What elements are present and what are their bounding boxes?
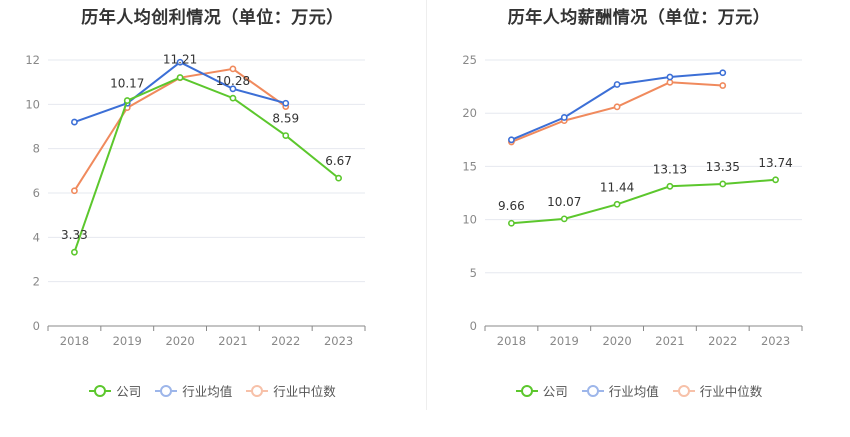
data-label: 11.44 xyxy=(600,180,634,194)
chart-title: 历年人均创利情况（单位：万元） xyxy=(81,8,344,28)
series-line-company xyxy=(511,178,776,225)
data-point-industry_avg xyxy=(229,85,237,93)
salary-per-capita-chart: 历年人均薪酬情况（单位：万元） 0 5 10 15 20 25 2018 2019 2020 20… xyxy=(428,0,850,437)
y-tick-label: 5 xyxy=(470,266,477,280)
legend-swatch-company xyxy=(89,384,112,397)
legend-label: 行业中位数 xyxy=(699,384,763,399)
y-tick-label: 15 xyxy=(462,159,477,173)
x-tick-label: 2021 xyxy=(218,334,247,348)
data-point-industry_avg xyxy=(719,69,727,77)
data-point-industry_median xyxy=(71,187,78,195)
y-tick-label: 6 xyxy=(33,186,40,200)
y-tick-label: 10 xyxy=(462,213,477,227)
x-tick-label: 2022 xyxy=(708,334,737,348)
data-point-company xyxy=(282,132,290,139)
data-label: 9.66 xyxy=(498,199,525,213)
series-line-company xyxy=(73,76,340,253)
legend-item-company[interactable]: 公司 xyxy=(515,381,568,400)
data-point-company xyxy=(719,180,727,188)
y-tick-label: 4 xyxy=(33,230,40,244)
profit-per-capita-chart: 历年人均创利情况（单位：万元） 0 2 4 6 8 10 12 2018 2019 2020 202… xyxy=(0,8,425,400)
data-label: 13.13 xyxy=(653,162,687,176)
x-tick-label: 2020 xyxy=(602,334,631,348)
panel-divider xyxy=(426,0,427,410)
legend-item-company[interactable]: 公司 xyxy=(89,381,141,400)
legend-item-industry-median[interactable]: 行业中位数 xyxy=(246,381,336,400)
data-point-company xyxy=(71,248,78,256)
legend-swatch-industry-avg xyxy=(581,384,604,397)
data-label: 8.59 xyxy=(272,112,299,126)
legend-swatch-industry-median xyxy=(246,384,269,397)
chart-plot: 0 5 10 15 20 25 2018 2019 2020 2021 2022 2023 9.66 10… xyxy=(462,53,803,348)
x-tick-label: 2020 xyxy=(165,334,194,348)
data-point-company xyxy=(666,182,674,190)
legend-swatch-industry-avg xyxy=(155,384,178,397)
data-label: 13.74 xyxy=(758,156,792,170)
x-tick-label: 2023 xyxy=(324,334,353,348)
x-tick-label: 2019 xyxy=(113,334,142,348)
y-tick-label: 0 xyxy=(470,319,477,333)
legend-label: 行业均值 xyxy=(608,384,659,399)
x-tick-label: 2018 xyxy=(60,334,89,348)
series-line-industry_median xyxy=(511,81,723,143)
data-label: 6.67 xyxy=(325,154,352,168)
legend-label: 行业均值 xyxy=(182,384,233,399)
legend-label: 公司 xyxy=(116,384,142,399)
chart-title: 历年人均薪酬情况（单位：万元） xyxy=(507,8,771,28)
data-point-industry_avg xyxy=(282,99,290,107)
data-point-industry_avg xyxy=(508,136,515,144)
data-point-industry_median xyxy=(666,78,674,86)
x-tick-label: 2021 xyxy=(655,334,684,348)
data-point-industry_median xyxy=(613,103,621,111)
y-tick-label: 0 xyxy=(33,319,40,333)
y-tick-label: 10 xyxy=(25,97,40,111)
y-tick-label: 12 xyxy=(25,53,40,67)
data-point-industry_median xyxy=(229,65,237,73)
y-tick-label: 8 xyxy=(33,142,40,156)
x-tick-label: 2019 xyxy=(550,334,579,348)
legend-item-industry-median[interactable]: 行业中位数 xyxy=(672,381,763,400)
data-point-company xyxy=(176,74,184,81)
legend-swatch-company xyxy=(515,384,538,397)
data-label: 10.28 xyxy=(216,74,250,88)
data-point-industry_avg xyxy=(176,58,184,66)
chart-legend: 公司 行业均值 行业中位数 xyxy=(428,381,850,400)
data-point-company xyxy=(508,219,515,227)
legend-item-industry-avg[interactable]: 行业均值 xyxy=(155,381,232,400)
data-point-company xyxy=(772,176,779,184)
data-point-company xyxy=(123,97,131,104)
data-point-company xyxy=(335,174,342,182)
data-point-industry_avg xyxy=(71,118,78,126)
x-tick-label: 2023 xyxy=(761,334,790,348)
y-tick-label: 25 xyxy=(462,53,477,67)
series-line-industry_median xyxy=(73,67,287,192)
data-point-industry_avg xyxy=(613,81,621,88)
y-tick-label: 20 xyxy=(462,106,477,120)
data-label: 13.35 xyxy=(706,160,740,174)
data-point-company xyxy=(560,215,568,223)
x-tick-label: 2022 xyxy=(271,334,300,348)
data-point-industry_avg xyxy=(666,73,674,81)
data-label: 3.33 xyxy=(61,228,88,242)
chart-legend: 公司 行业均值 行业中位数 xyxy=(0,381,425,400)
legend-label: 行业中位数 xyxy=(273,384,336,399)
data-label: 10.07 xyxy=(547,195,581,209)
legend-item-industry-avg[interactable]: 行业均值 xyxy=(581,381,659,400)
data-point-industry_median xyxy=(719,82,727,89)
data-point-company xyxy=(613,200,621,208)
chart-plot: 0 2 4 6 8 10 12 2018 2019 2020 2021 2022 2023 3.33 10.… xyxy=(25,53,366,348)
legend-swatch-industry-median xyxy=(672,384,695,397)
x-tick-label: 2018 xyxy=(497,334,526,348)
y-tick-label: 2 xyxy=(33,275,40,289)
data-label: 11.21 xyxy=(163,53,197,67)
legend-label: 公司 xyxy=(542,384,568,399)
data-point-company xyxy=(229,94,237,102)
data-label: 10.17 xyxy=(110,77,144,91)
data-point-industry_avg xyxy=(560,114,568,121)
